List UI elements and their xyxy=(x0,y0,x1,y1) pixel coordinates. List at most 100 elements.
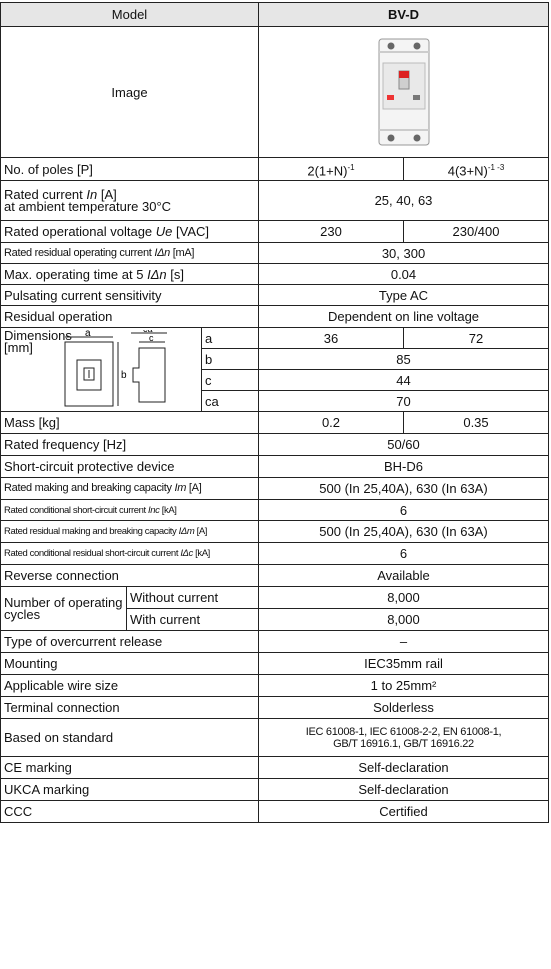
poles-label: No. of poles [P] xyxy=(0,157,259,181)
making-label: Rated making and breaking capacity Im [A… xyxy=(0,477,259,500)
cycles-label: Number of operating cycles xyxy=(0,586,127,631)
pulsating-label: Pulsating current sensitivity xyxy=(0,284,259,306)
ce-value: Self-declaration xyxy=(258,756,549,779)
mass-value-2: 0.35 xyxy=(403,411,549,434)
overcurrent-label: Type of overcurrent release xyxy=(0,630,259,653)
overcurrent-row: Type of overcurrent release – xyxy=(0,630,549,653)
voltage-value-2: 230/400 xyxy=(403,220,549,243)
ukca-value: Self-declaration xyxy=(258,778,549,801)
ccc-label: CCC xyxy=(0,800,259,823)
residual-operation-row: Residual operation Dependent on line vol… xyxy=(0,305,549,328)
poles-value-2: 4(3+N)-1 -3 xyxy=(403,157,549,181)
terminal-row: Terminal connection Solderless xyxy=(0,696,549,719)
mass-value-1: 0.2 xyxy=(258,411,404,434)
dim-ca-label: ca xyxy=(143,330,153,334)
dim-key-b: b xyxy=(201,348,259,370)
ccc-row: CCC Certified xyxy=(0,800,549,823)
making-row: Rated making and breaking capacity Im [A… xyxy=(0,477,549,500)
ccc-value: Certified xyxy=(258,800,549,823)
rated-current-label: Rated current In [A] at ambient temperat… xyxy=(0,180,259,221)
scpd-row: Short-circuit protective device BH-D6 xyxy=(0,455,549,478)
max-time-value: 0.04 xyxy=(258,263,549,285)
residual-current-row: Rated residual operating current IΔn [mA… xyxy=(0,242,549,264)
ukca-label: UKCA marking xyxy=(0,778,259,801)
standard-row: Based on standard IEC 61008-1, IEC 61008… xyxy=(0,718,549,757)
standard-value: IEC 61008-1, IEC 61008-2-2, EN 61008-1, G… xyxy=(258,718,549,757)
dim-key-ca: ca xyxy=(201,390,259,412)
product-image xyxy=(258,26,549,158)
image-row: Image xyxy=(0,26,549,158)
residual-operation-label: Residual operation xyxy=(0,305,259,328)
terminal-label: Terminal connection xyxy=(0,696,259,719)
res-making-value: 500 (In 25,40A), 630 (In 63A) xyxy=(258,520,549,543)
residual-current-label: Rated residual operating current IΔn [mA… xyxy=(0,242,259,264)
mounting-label: Mounting xyxy=(0,652,259,675)
pulsating-row: Pulsating current sensitivity Type AC xyxy=(0,284,549,306)
frequency-row: Rated frequency [Hz] 50/60 xyxy=(0,433,549,456)
header-model-label: Model xyxy=(0,2,259,27)
dim-a-label: a xyxy=(85,330,91,339)
res-cond-sc-label: Rated conditional residual short-circuit… xyxy=(0,542,259,565)
voltage-row: Rated operational voltage Ue [VAC] 230 2… xyxy=(0,220,549,243)
cond-sc-value: 6 xyxy=(258,499,549,521)
dim-key-a: a xyxy=(201,327,259,349)
cond-sc-row: Rated conditional short-circuit current … xyxy=(0,499,549,521)
reverse-value: Available xyxy=(258,564,549,587)
wire-value: 1 to 25mm² xyxy=(258,674,549,697)
overcurrent-value: – xyxy=(258,630,549,653)
pulsating-value: Type AC xyxy=(258,284,549,306)
cycles-with-label: With current xyxy=(126,608,259,631)
dimensions-row-ca: ca 70 xyxy=(1,390,549,412)
image-label: Image xyxy=(0,26,259,158)
frequency-label: Rated frequency [Hz] xyxy=(0,433,259,456)
dim-c-value: 44 xyxy=(258,369,549,391)
max-time-row: Max. operating time at 5 IΔn [s] 0.04 xyxy=(0,263,549,285)
poles-row: No. of poles [P] 2(1+N)-1 4(3+N)-1 -3 xyxy=(0,157,549,181)
mounting-row: Mounting IEC35mm rail xyxy=(0,652,549,675)
dim-b-value: 85 xyxy=(258,348,549,370)
making-value: 500 (In 25,40A), 630 (In 63A) xyxy=(258,477,549,500)
cycles-without-label: Without current xyxy=(126,586,259,609)
header-model-value: BV-D xyxy=(258,2,549,27)
ukca-row: UKCA marking Self-declaration xyxy=(0,778,549,801)
voltage-label: Rated operational voltage Ue [VAC] xyxy=(0,220,259,243)
res-cond-sc-value: 6 xyxy=(258,542,549,565)
residual-operation-value: Dependent on line voltage xyxy=(258,305,549,328)
dimensions-row-a: Dimensions [mm] a b ca c a 36 72 xyxy=(0,327,549,412)
rated-current-row: Rated current In [A] at ambient temperat… xyxy=(0,180,549,221)
cycles-without-value: 8,000 xyxy=(258,586,549,609)
dimensions-row-b: b 85 xyxy=(1,348,549,370)
dim-b-label: b xyxy=(121,370,127,381)
dim-a-value-1: 36 xyxy=(258,327,404,349)
residual-current-value: 30, 300 xyxy=(258,242,549,264)
mass-row: Mass [kg] 0.2 0.35 xyxy=(0,411,549,434)
dimensions-diagram-icon: a b ca c xyxy=(64,330,167,407)
res-making-label: Rated residual making and breaking capac… xyxy=(0,520,259,543)
rated-current-value: 25, 40, 63 xyxy=(258,180,549,221)
mounting-value: IEC35mm rail xyxy=(258,652,549,675)
dimensions-cell: Dimensions [mm] a b ca c xyxy=(0,327,202,412)
terminal-value: Solderless xyxy=(258,696,549,719)
ce-row: CE marking Self-declaration xyxy=(0,756,549,779)
cycles-with-value: 8,000 xyxy=(258,608,549,631)
voltage-value-1: 230 xyxy=(258,220,404,243)
cycles-without-row: Number of operating cycles Without curre… xyxy=(0,586,549,631)
scpd-label: Short-circuit protective device xyxy=(0,455,259,478)
header-row: Model BV-D xyxy=(0,2,549,27)
cond-sc-label: Rated conditional short-circuit current … xyxy=(0,499,259,521)
dim-key-c: c xyxy=(201,369,259,391)
dim-a-value-2: 72 xyxy=(403,327,549,349)
scpd-value: BH-D6 xyxy=(258,455,549,478)
mass-label: Mass [kg] xyxy=(0,411,259,434)
ce-label: CE marking xyxy=(0,756,259,779)
spec-table: Model BV-D Image No. of poles [P] 2(1+N)… xyxy=(0,2,549,823)
dim-ca-value: 70 xyxy=(258,390,549,412)
poles-value-1: 2(1+N)-1 xyxy=(258,157,404,181)
reverse-row: Reverse connection Available xyxy=(0,564,549,587)
rccb-device-icon xyxy=(378,38,429,146)
reverse-label: Reverse connection xyxy=(0,564,259,587)
res-making-row: Rated residual making and breaking capac… xyxy=(0,520,549,543)
dimensions-label: Dimensions [mm] xyxy=(4,328,72,355)
max-time-label: Max. operating time at 5 IΔn [s] xyxy=(0,263,259,285)
wire-label: Applicable wire size xyxy=(0,674,259,697)
